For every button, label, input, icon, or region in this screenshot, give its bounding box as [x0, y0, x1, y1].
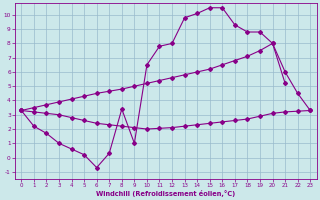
X-axis label: Windchill (Refroidissement éolien,°C): Windchill (Refroidissement éolien,°C) [96, 190, 236, 197]
